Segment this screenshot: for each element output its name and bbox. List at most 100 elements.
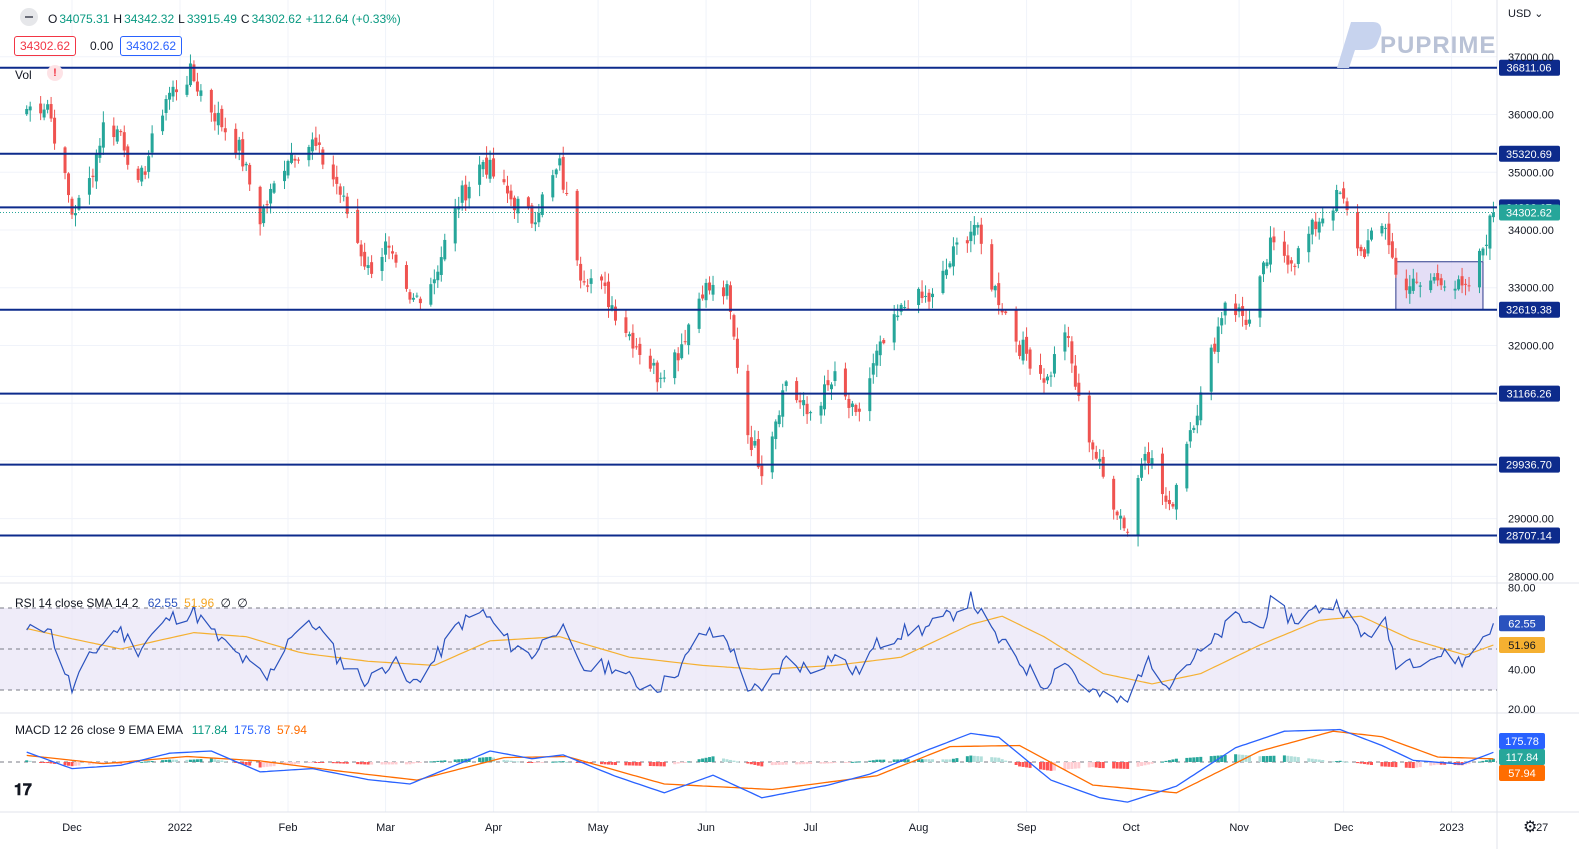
candle-body [380,256,384,272]
macd-histogram-bar [1147,762,1151,765]
collapse-button[interactable] [20,8,38,26]
price-axis-tick: 34000.00 [1508,225,1554,237]
candle-body [216,112,220,126]
macd-histogram-bar [1091,762,1095,768]
candle-body [370,262,374,274]
candle-body [443,239,447,260]
candle-body [725,284,729,296]
rsi-value-label: 62.55 [1508,618,1536,630]
candle-body [356,209,360,243]
candle-body [1185,443,1189,489]
macd-histogram-bar [1094,762,1098,768]
candle-body [345,196,349,214]
macd-histogram-bar [415,762,419,763]
macd-histogram-bar [122,762,126,764]
macd-histogram-bar [269,762,273,767]
macd-histogram-bar [220,760,224,762]
macd-histogram-bar [1359,762,1363,764]
macd-histogram-bar [805,762,809,765]
candle-body [321,149,325,165]
candle-body [899,304,903,312]
candle-body [28,106,32,111]
price-box-blue: 34302.62 [120,36,183,56]
macd-histogram-bar [1150,762,1154,764]
candle-body [990,244,994,290]
macd-histogram-bar [917,759,921,762]
candle-body [1443,286,1447,288]
currency-selector[interactable]: USD ⌄ [1508,7,1544,20]
macd-histogram-bar [683,762,687,763]
candle-body [509,190,513,200]
macd-histogram-bar [1268,755,1272,762]
candle-body [1484,244,1488,246]
candle-body [805,403,809,415]
vol-label: Vol [15,68,32,82]
macd-histogram-bar [613,762,617,766]
candle-body [195,81,199,92]
macd-histogram-bar [1018,762,1022,767]
candle-body [1366,240,1370,254]
macd-histogram-bar [1192,757,1196,762]
macd-histogram-bar [850,761,854,763]
candle-body [701,294,705,299]
candle-body [655,362,659,383]
candle-body [575,190,579,261]
candle-body [579,263,583,281]
candle-body [1216,326,1220,352]
tradingview-logo-icon[interactable]: 𝟏𝟕 [14,782,32,799]
macd-histogram-bar [795,762,799,765]
macd-histogram-bar [168,759,172,762]
macd-histogram-bar [1185,757,1189,762]
time-axis-tick: 2023 [1439,822,1463,834]
macd-histogram-bar [1052,762,1056,771]
rsi-value-tag [1499,615,1545,632]
candle-body [1418,285,1422,287]
time-axis-tick: Jul [804,822,818,834]
macd-value-tag [1499,733,1545,749]
macd-histogram-bar [1491,758,1495,762]
macd-histogram-bar [460,759,464,762]
ohlc-key: L [178,12,185,26]
candle-body [1094,451,1098,459]
macd-histogram-bar [1366,762,1370,765]
candle-body [1042,378,1046,383]
price-axis-tick: 36000.00 [1508,110,1554,122]
candle-body [631,332,635,349]
macd-histogram-bar [1087,762,1091,768]
candle-body [1481,248,1485,256]
macd-histogram-bar [1119,762,1123,769]
candle-body [1429,280,1433,291]
macd-histogram-bar [955,758,959,762]
macd-histogram-bar [1439,762,1443,765]
macd-histogram-bar [1477,761,1481,763]
macd-histogram-bar [951,758,955,762]
candle-body [1390,241,1394,258]
candle-body [600,276,604,281]
warning-icon[interactable]: ! [47,65,63,81]
macd-histogram-bar [1000,759,1004,762]
macd-histogram-bar [829,762,833,764]
rsi-legend-empty-1: ∅ [220,596,231,610]
macd-histogram-bar [701,758,705,762]
macd-histogram-bar [335,762,339,764]
macd-histogram-bar [404,762,408,765]
candle-body [1317,221,1321,233]
candle-body [331,164,335,180]
candle-body [220,108,224,128]
rsi-legend-empty-2: ∅ [237,596,248,610]
candle-body [418,298,422,304]
candle-body [39,103,43,114]
candle-body [857,408,861,412]
time-axis-tick: Dec [1334,822,1354,834]
candle-body [753,441,757,446]
rsi-sma-line [26,615,1494,685]
price-axis-tick: 29000.00 [1508,514,1554,526]
macd-histogram-bar [551,761,555,763]
candle-body [408,292,412,300]
macd-histogram-bar [338,762,342,764]
macd-histogram-bar [554,761,558,763]
macd-histogram-bar [150,761,154,763]
gear-icon[interactable]: ⚙ [1523,819,1538,836]
macd-histogram-bar [188,759,192,762]
